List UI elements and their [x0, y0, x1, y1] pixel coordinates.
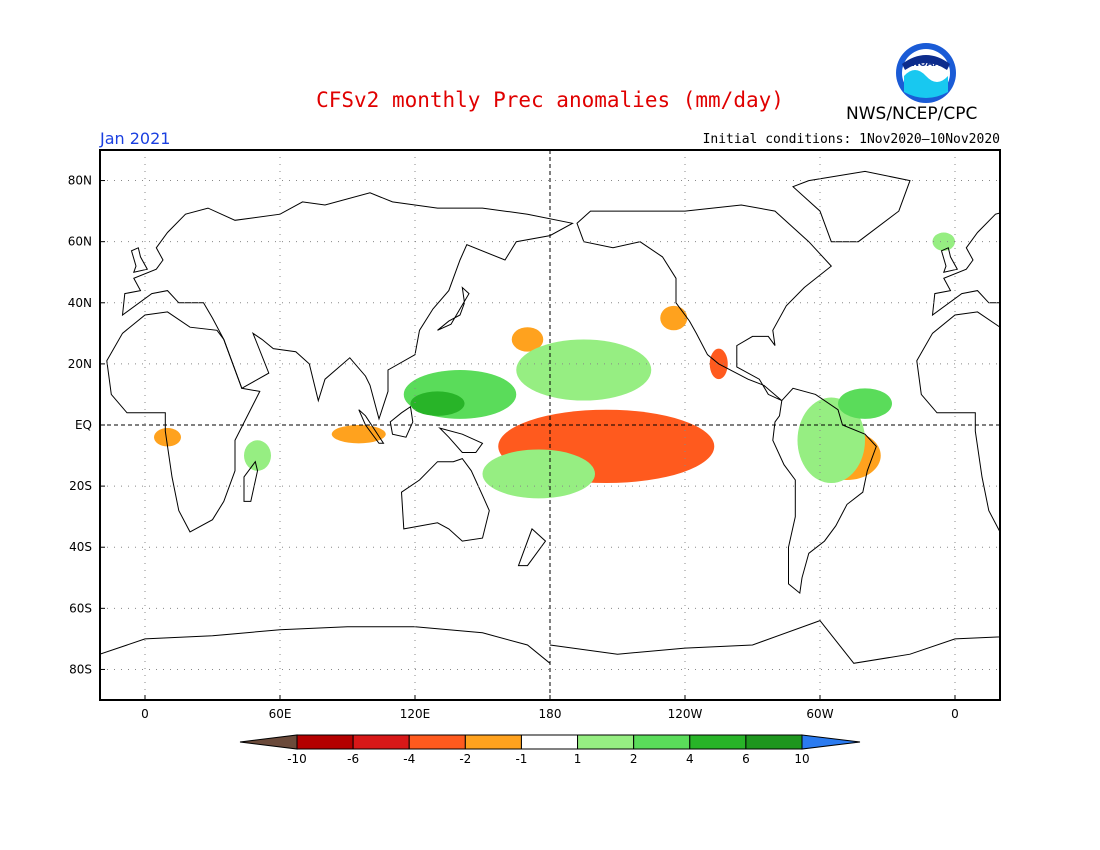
- colorbar-label: -4: [403, 752, 415, 766]
- map-frame: [99, 149, 1001, 701]
- agency-label: NWS/NCEP/CPC: [846, 104, 978, 124]
- coastline-south-america: [772, 387, 877, 595]
- anomaly-region-12: [516, 339, 652, 401]
- lon-tick-label: 60E: [269, 707, 292, 721]
- initial-conditions: Initial conditions: 1Nov2020—10Nov2020: [702, 132, 1000, 147]
- colorbar-label: -2: [459, 752, 471, 766]
- anomaly-layer: [154, 232, 955, 499]
- colorbar-segment: [689, 734, 747, 750]
- coastline-uk: [130, 247, 149, 273]
- anomaly-region-11: [410, 391, 465, 416]
- anomaly-region-5: [660, 305, 688, 331]
- anomaly-region-17: [932, 232, 955, 251]
- coastline-south-america: [0, 388, 66, 593]
- coastline-madagascar: [1054, 462, 1068, 502]
- colorbar-label: 10: [794, 752, 809, 766]
- lat-tick-label: 20N: [68, 357, 92, 371]
- colorbar-arrow-left: [239, 734, 298, 750]
- anomaly-region-16: [244, 440, 271, 471]
- lat-tick-label: 40S: [69, 540, 92, 554]
- coastline-borneo: [389, 405, 414, 438]
- graticule: [100, 150, 1000, 700]
- colorbar-label: -6: [347, 752, 359, 766]
- chart-title: CFSv2 monthly Prec anomalies (mm/day): [316, 88, 784, 112]
- lat-tick-label: 40N: [68, 296, 92, 310]
- colorbar-segment: [520, 734, 579, 750]
- colorbar-label: 4: [686, 752, 694, 766]
- logo-text: NOAA: [912, 59, 941, 69]
- anomaly-region-7: [154, 428, 181, 447]
- axis-ticks: 80N 60N 40N 20N EQ 20S 40S 60S 80S 0 60E 120E 180 120…: [68, 174, 959, 721]
- colorbar: -10 -6 -4 -2 -1 1 2 4 6 10: [239, 734, 861, 766]
- lat-tick-label: 80S: [69, 662, 92, 676]
- colorbar-segment: [577, 734, 635, 750]
- colorbar-segment: [296, 734, 354, 750]
- coastline-uk: [940, 247, 959, 273]
- anomaly-region-6: [331, 425, 386, 444]
- colorbar-segment: [745, 734, 803, 750]
- logo-wave: [904, 70, 948, 98]
- coastline-africa: [106, 311, 261, 533]
- colorbar-segment: [633, 734, 691, 750]
- logo-bird: [902, 55, 950, 70]
- colorbar-label: -10: [287, 752, 307, 766]
- colorbar-label: -1: [515, 752, 527, 766]
- anomaly-region-4: [511, 327, 544, 352]
- anomaly-region-15: [838, 388, 892, 419]
- coastline-australia: [400, 458, 490, 542]
- lon-tick-label: 0: [951, 707, 959, 721]
- coastline-sumatra: [358, 409, 385, 444]
- coastline-antarctica: [549, 620, 1000, 664]
- coastline-eurasia: [931, 212, 1000, 317]
- lat-tick-label: 20S: [69, 479, 92, 493]
- lon-tick-label: 60W: [806, 707, 833, 721]
- coastline-north-america: [576, 204, 833, 402]
- colorbar-segment: [408, 734, 466, 750]
- coastline-antarctica: [100, 626, 551, 664]
- lon-tick-label: 120E: [400, 707, 431, 721]
- lon-tick-label: 120W: [668, 707, 703, 721]
- anomaly-region-13: [482, 449, 595, 499]
- colorbar-label: 2: [630, 752, 638, 766]
- forecast-month: Jan 2021: [100, 129, 171, 148]
- lat-tick-label: 60N: [68, 235, 92, 249]
- coastline-greenland: [792, 170, 911, 243]
- colorbar-label: 1: [574, 752, 582, 766]
- coastline-japan: [437, 286, 470, 331]
- lat-tick-label: 80N: [68, 174, 92, 188]
- coastline-africa: [916, 311, 1000, 533]
- coastline-eurasia: [121, 192, 574, 421]
- colorbar-segment: [352, 734, 410, 750]
- anomaly-region-14: [797, 397, 865, 484]
- lat-tick-label: EQ: [75, 418, 92, 432]
- colorbar-arrow-right: [801, 734, 861, 750]
- coastline-north-america: [0, 205, 21, 401]
- lon-tick-label: 180: [539, 707, 562, 721]
- colorbar-segment: [464, 734, 522, 750]
- lon-tick-label: 0: [141, 707, 149, 721]
- coastline-new-guinea: [438, 427, 484, 453]
- colorbar-label: 6: [742, 752, 750, 766]
- noaa-logo: NOAA: [896, 43, 956, 103]
- coastline-madagascar: [243, 460, 259, 502]
- lat-tick-label: 60S: [69, 601, 92, 615]
